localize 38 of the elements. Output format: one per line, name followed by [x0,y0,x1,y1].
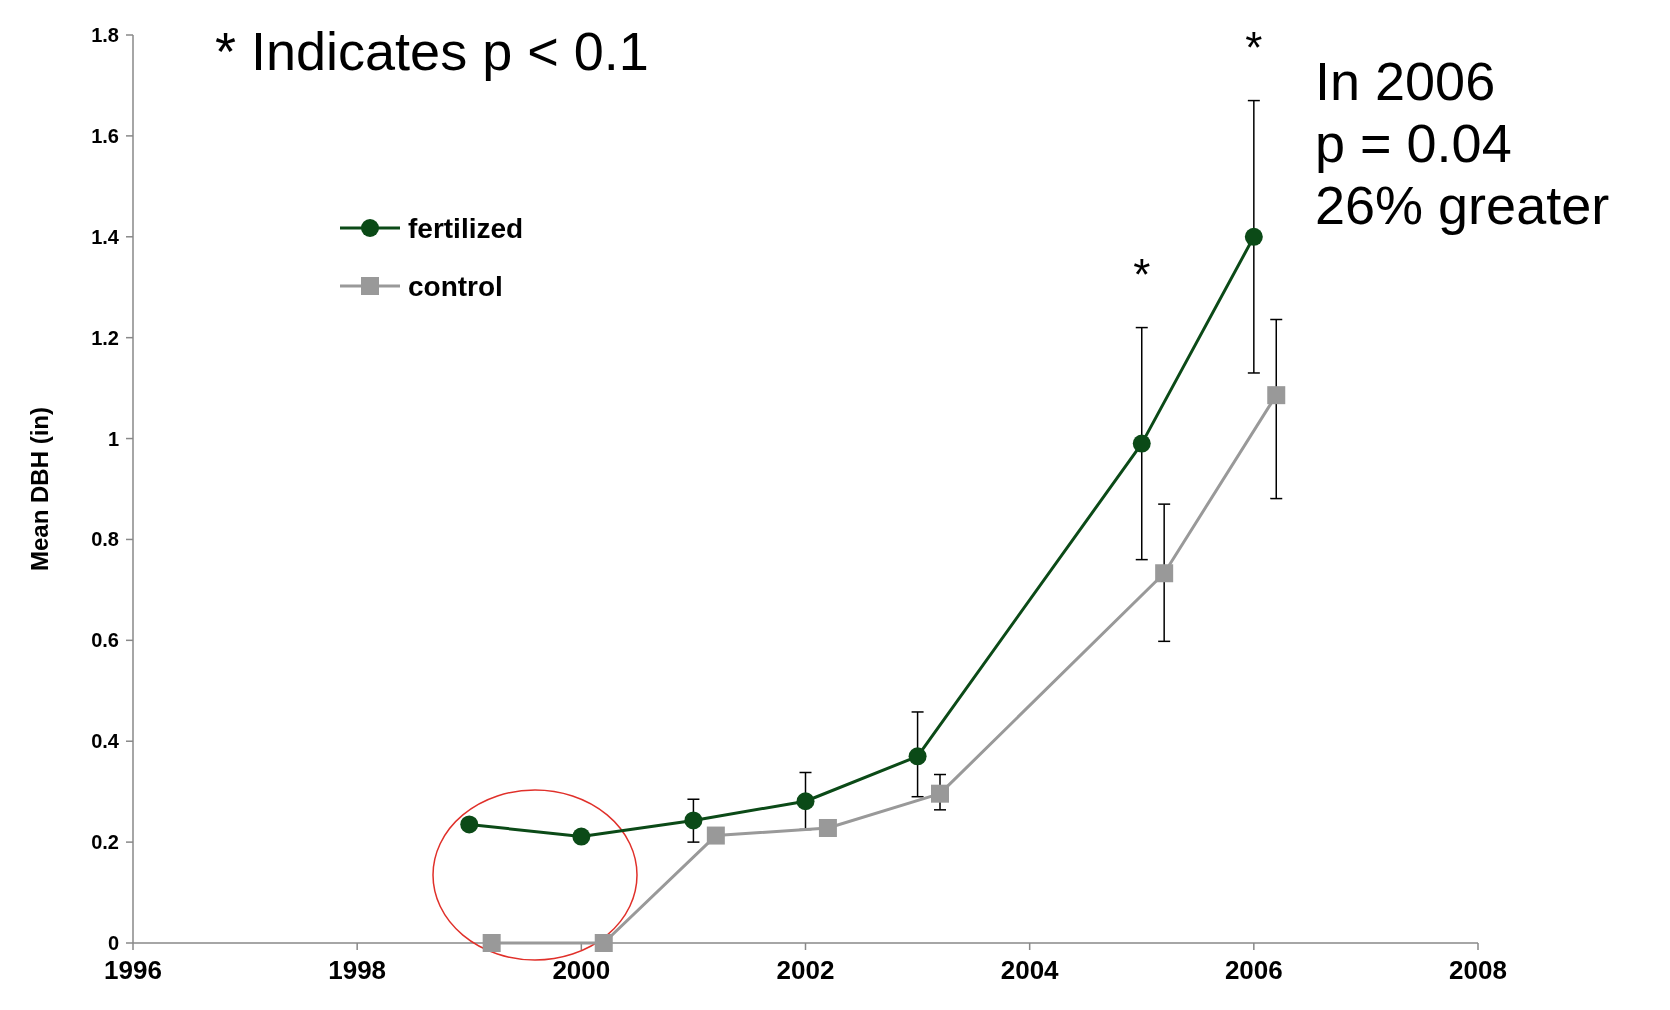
point [796,792,815,811]
y-tick-label: 0.4 [91,730,120,753]
point [460,815,479,834]
y-tick-label: 1.4 [91,225,120,248]
legend-label: fertilized [408,212,524,244]
y-tick-label: 0.6 [91,629,119,652]
y-tick-label: 1.6 [91,124,119,147]
point [818,818,837,837]
point [572,827,591,846]
point [931,784,949,803]
point [1132,434,1151,453]
point [684,811,703,830]
point [1267,386,1286,405]
point [908,747,927,766]
y-tick-label: 0.8 [91,528,119,551]
x-tick-label: 2006 [1224,955,1283,985]
point [594,934,613,952]
annotation: * [1133,249,1151,299]
annotation: * Indicates p < 0.1 [215,21,649,81]
x-tick-label: 2004 [1000,955,1060,985]
legend-label: control [408,270,503,302]
y-tick-label: 0.2 [91,831,119,854]
point [1244,227,1263,246]
x-tick-label: 2000 [552,955,611,985]
x-tick-label: 2008 [1449,955,1507,985]
point [482,934,501,952]
x-tick-label: 1996 [104,955,162,985]
point [706,826,725,845]
y-axis-title: Mean DBH (in) [26,407,53,571]
x-tick-label: 2002 [776,955,835,985]
y-tick-label: 1.8 [91,24,119,46]
annotation: * [1245,22,1263,72]
y-tick-label: 1 [107,427,119,450]
y-tick-label: 1.2 [91,326,119,349]
annotation: In 2006 p = 0.04 26% greater [1315,51,1610,235]
y-tick-label: 0 [107,932,119,954]
point [1155,564,1174,583]
x-tick-label: 1998 [328,955,387,985]
